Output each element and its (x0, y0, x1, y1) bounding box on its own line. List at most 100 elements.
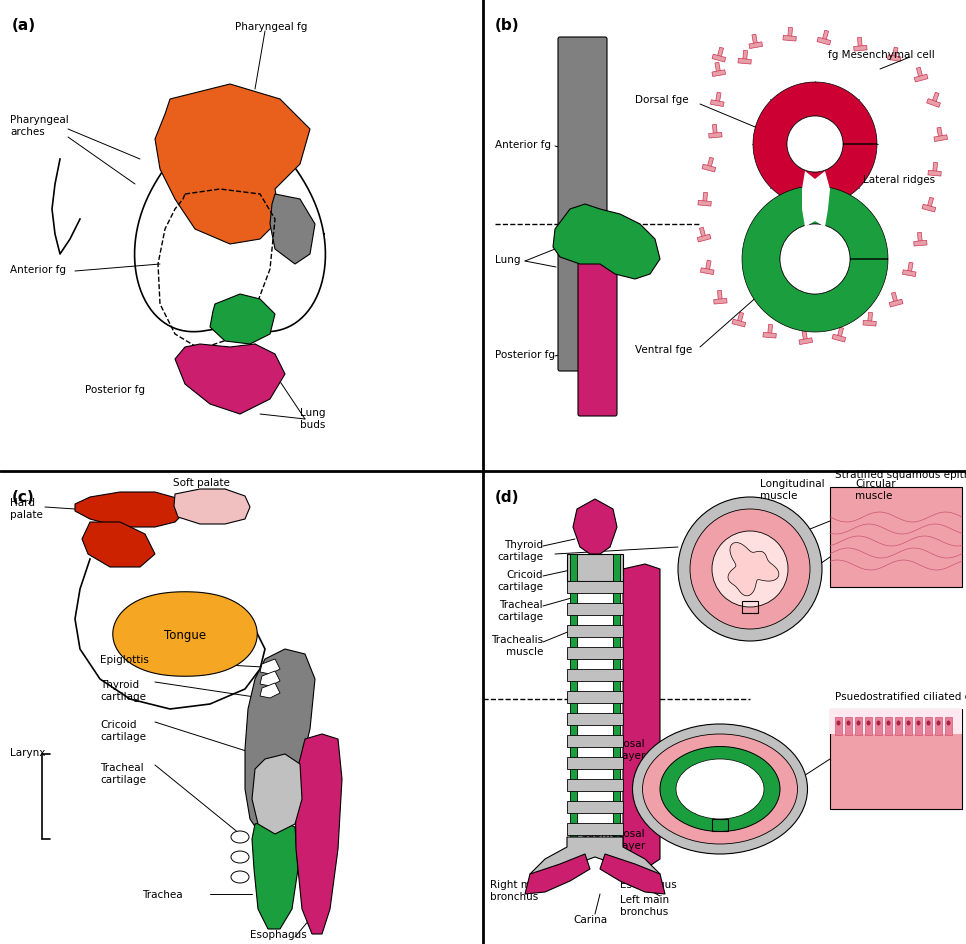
Ellipse shape (660, 747, 780, 832)
Polygon shape (702, 194, 707, 204)
Polygon shape (174, 490, 250, 525)
Polygon shape (832, 335, 846, 343)
Polygon shape (917, 68, 923, 79)
Polygon shape (817, 38, 831, 46)
Text: Hard
palate: Hard palate (10, 497, 43, 519)
Polygon shape (933, 163, 938, 174)
Ellipse shape (231, 851, 249, 863)
Polygon shape (700, 268, 714, 276)
Polygon shape (553, 205, 660, 279)
Polygon shape (613, 554, 620, 839)
Polygon shape (728, 543, 779, 597)
Polygon shape (934, 136, 948, 143)
Polygon shape (567, 823, 623, 835)
Polygon shape (892, 293, 897, 304)
Text: Tongue: Tongue (164, 628, 206, 641)
Polygon shape (713, 126, 718, 136)
Polygon shape (738, 59, 752, 65)
Text: Posterior fg: Posterior fg (85, 384, 145, 395)
Text: Thyroid
cartilage: Thyroid cartilage (497, 539, 543, 561)
Polygon shape (295, 734, 342, 934)
Text: fg Mesenchymal cell: fg Mesenchymal cell (828, 50, 935, 59)
FancyBboxPatch shape (578, 262, 617, 416)
Text: Pharyngeal
arches: Pharyngeal arches (10, 115, 69, 137)
Text: Larynx: Larynx (10, 748, 45, 757)
Bar (925, 717, 932, 735)
Circle shape (678, 497, 822, 641)
Text: Posterior fg: Posterior fg (495, 349, 555, 360)
Polygon shape (717, 48, 724, 59)
Text: Pharyngeal fg: Pharyngeal fg (235, 22, 307, 32)
Bar (845, 717, 852, 735)
Polygon shape (567, 603, 623, 615)
Polygon shape (252, 754, 302, 834)
Polygon shape (902, 271, 916, 278)
Polygon shape (260, 659, 280, 674)
Polygon shape (567, 554, 623, 582)
Text: Anterior fg: Anterior fg (495, 140, 551, 150)
Bar (830, 709, 962, 734)
Polygon shape (705, 261, 711, 272)
Ellipse shape (676, 759, 764, 819)
Polygon shape (753, 83, 877, 207)
Polygon shape (567, 735, 623, 748)
Polygon shape (573, 499, 617, 554)
Text: Tracheal
cartilage: Tracheal cartilage (497, 599, 543, 621)
Text: Submucosal
layer: Submucosal layer (582, 828, 645, 850)
Text: Epiglottis: Epiglottis (100, 654, 149, 665)
Polygon shape (567, 648, 623, 659)
Polygon shape (926, 99, 941, 109)
Polygon shape (210, 295, 275, 345)
Polygon shape (787, 28, 792, 39)
Text: Longitudinal
muscle: Longitudinal muscle (760, 479, 825, 500)
Polygon shape (749, 42, 762, 49)
Ellipse shape (857, 720, 861, 726)
Polygon shape (712, 71, 725, 77)
Polygon shape (907, 263, 913, 274)
Polygon shape (715, 63, 721, 74)
Polygon shape (922, 205, 936, 212)
Ellipse shape (231, 871, 249, 883)
Polygon shape (155, 85, 310, 244)
Ellipse shape (876, 720, 880, 726)
Polygon shape (858, 39, 863, 49)
Text: Lung: Lung (495, 255, 521, 264)
Polygon shape (890, 300, 903, 308)
Polygon shape (752, 35, 757, 46)
Polygon shape (716, 93, 721, 104)
Polygon shape (768, 325, 773, 336)
Text: Stratified squamous epithelium: Stratified squamous epithelium (835, 469, 966, 480)
Circle shape (780, 225, 850, 295)
Bar (935, 717, 942, 735)
Polygon shape (567, 691, 623, 703)
Text: Circular
muscle: Circular muscle (855, 479, 895, 500)
Bar (945, 717, 952, 735)
Ellipse shape (906, 720, 911, 726)
Polygon shape (245, 649, 315, 834)
Polygon shape (914, 76, 928, 83)
Text: Cricoid
cartilage: Cricoid cartilage (497, 569, 543, 591)
Polygon shape (525, 854, 590, 894)
Polygon shape (918, 233, 923, 244)
Polygon shape (697, 235, 711, 243)
Text: Submucosal
layer: Submucosal layer (582, 738, 645, 760)
Polygon shape (732, 320, 746, 328)
Polygon shape (937, 128, 943, 139)
Text: (a): (a) (12, 18, 36, 33)
Text: Left main
bronchus: Left main bronchus (620, 894, 669, 916)
Text: Lateral ridges: Lateral ridges (863, 175, 935, 185)
Polygon shape (600, 854, 665, 894)
Text: Psuedostratified ciliated epithelium: Psuedostratified ciliated epithelium (835, 691, 966, 701)
Ellipse shape (837, 720, 840, 726)
Bar (742, 601, 758, 614)
Polygon shape (567, 757, 623, 769)
Polygon shape (763, 333, 777, 339)
Polygon shape (260, 683, 280, 699)
Text: (d): (d) (495, 490, 520, 504)
FancyBboxPatch shape (558, 38, 607, 372)
Polygon shape (567, 669, 623, 682)
Text: Esophagus: Esophagus (620, 879, 677, 889)
Polygon shape (799, 339, 812, 346)
Ellipse shape (887, 720, 891, 726)
Bar (895, 717, 902, 735)
